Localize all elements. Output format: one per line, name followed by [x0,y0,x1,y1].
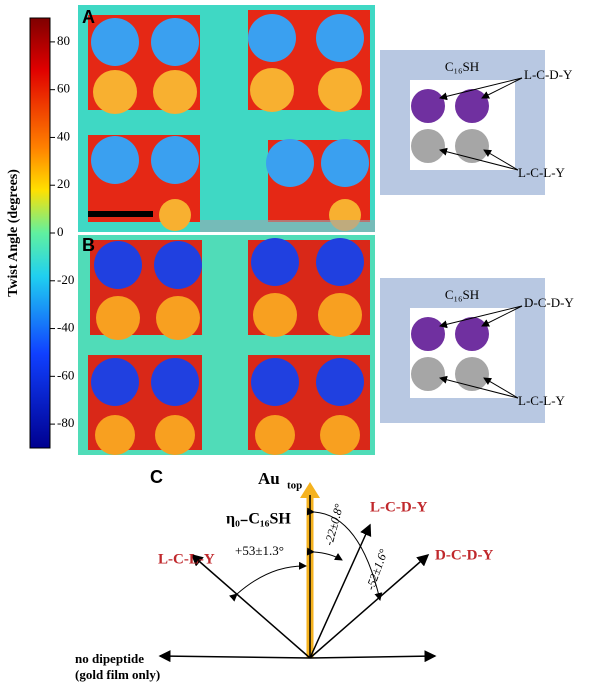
tick-label: 60 [57,81,70,96]
no-dipeptide: no dipeptide [75,651,144,666]
panel-label: C [150,467,163,487]
colorbar-ticks: 80 60 40 20 0 -20 -40 -60 -80 [50,33,74,430]
tick-label: 40 [57,128,70,143]
tick-label: -40 [57,320,74,335]
tick-label: 0 [57,224,64,239]
monolayer-label: C₁₆SH [445,287,479,302]
au-sub: top [287,480,302,492]
gold-only: (gold film only) [75,667,160,682]
top-label: D-C-D-Y [524,295,574,310]
eta-label: η₀₋C₁₆SH [226,511,291,528]
colorbar [29,17,51,449]
tick-label: -60 [57,367,74,382]
au-label: Au [258,469,280,488]
image-b [78,235,375,455]
bottom-label: L-C-L-Y [518,165,566,180]
schematic-b [380,278,545,423]
image-a [78,5,375,232]
vector-diagram [158,482,437,663]
angle-label: +53±1.3° [235,543,284,558]
tick-label: 20 [57,176,70,191]
bottom-label: L-C-L-Y [518,393,566,408]
angle-label: -22±0.8° [322,502,347,547]
top-label: L-C-D-Y [524,67,573,82]
dcdy-label: D-C-D-Y [435,547,493,563]
schematic-a [380,50,545,195]
lcdy-label: L-C-D-Y [370,499,428,515]
colorbar-label: Twist Angle (degrees) [6,169,21,297]
tick-label: -80 [57,415,74,430]
panel-label: A [82,7,95,27]
lcly-label: L-C-L-Y [158,551,215,567]
angle-label: -52±1.6° [363,547,391,592]
panel-label: B [82,235,95,255]
tick-label: -20 [57,272,74,287]
tick-label: 80 [57,33,70,48]
monolayer-label: C₁₆SH [445,59,479,74]
